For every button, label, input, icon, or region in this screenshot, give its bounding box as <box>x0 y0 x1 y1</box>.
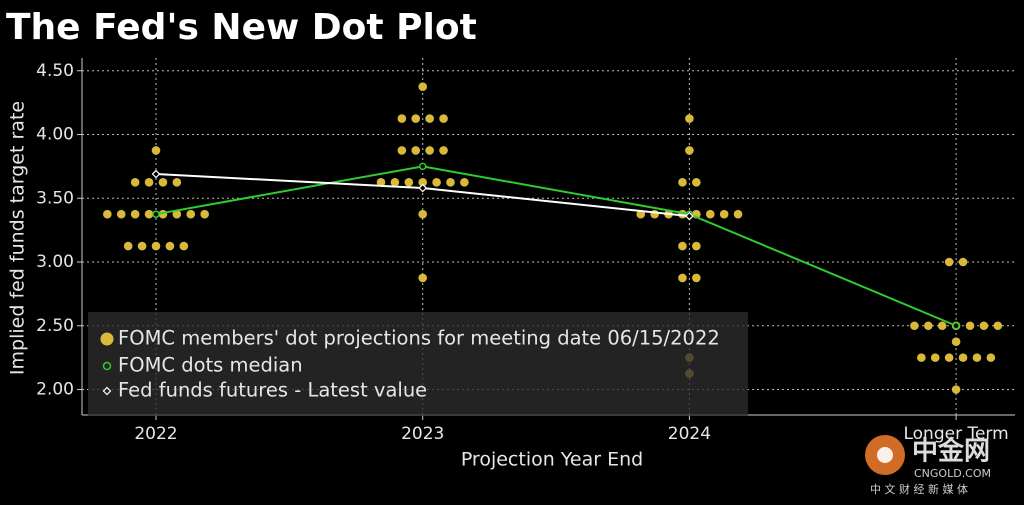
dot <box>917 353 926 362</box>
y-tick-label: 3.50 <box>36 188 74 208</box>
median-marker <box>418 162 427 171</box>
dot <box>411 114 421 123</box>
dot <box>692 178 701 187</box>
dot <box>446 178 455 187</box>
watermark-site: CNGOLD.COM <box>914 467 991 480</box>
dot <box>685 146 694 155</box>
median-marker <box>952 322 960 330</box>
x-tick-label: 2024 <box>668 424 711 444</box>
dot <box>397 114 407 123</box>
dot <box>418 82 428 91</box>
dot <box>418 273 428 283</box>
dot <box>144 209 154 219</box>
dot <box>993 321 1003 331</box>
dot <box>678 241 687 251</box>
dot <box>965 321 975 331</box>
dot <box>986 353 996 362</box>
dot <box>678 178 687 187</box>
dot <box>376 178 386 187</box>
futures-marker <box>685 211 694 221</box>
dot <box>972 353 982 362</box>
dot <box>397 146 407 155</box>
legend-label: Fed funds futures - Latest value <box>118 379 427 402</box>
dot <box>692 273 701 283</box>
dot <box>165 241 175 251</box>
dot <box>930 353 940 362</box>
dot <box>439 146 448 155</box>
y-tick-label: 3.00 <box>36 252 74 272</box>
dot <box>951 385 961 394</box>
dot <box>678 273 687 283</box>
dot <box>439 114 448 123</box>
dot <box>979 321 989 331</box>
y-axis-label: Implied fed funds target rate <box>7 101 29 375</box>
dot <box>460 178 469 187</box>
dot <box>390 178 400 187</box>
x-tick-label: 2022 <box>134 424 177 444</box>
dot <box>130 209 140 219</box>
dot <box>944 257 954 267</box>
dot <box>103 209 112 219</box>
x-tick-label: Longer Term <box>903 424 1008 444</box>
legend-label: FOMC dots median <box>118 354 303 377</box>
y-tick-label: 2.50 <box>36 316 74 336</box>
dot <box>411 146 421 155</box>
dot <box>719 209 729 219</box>
dot <box>172 209 182 219</box>
dot <box>179 241 189 251</box>
y-tick-label: 4.50 <box>36 61 74 81</box>
watermark-name: 中金网 <box>912 436 990 467</box>
series-line <box>155 165 957 327</box>
dot <box>200 209 209 219</box>
dot <box>418 209 428 219</box>
dot <box>130 178 140 187</box>
dot <box>705 209 715 219</box>
legend-label: FOMC members' dot projections for meetin… <box>118 327 720 350</box>
dot <box>733 209 743 219</box>
chart-title: The Fed's New Dot Plot <box>6 7 477 48</box>
dot <box>910 321 919 331</box>
dot <box>425 146 434 155</box>
x-axis-label: Projection Year End <box>461 449 643 471</box>
legend-box <box>88 312 748 416</box>
dot <box>144 178 154 187</box>
legend-futures <box>102 386 112 396</box>
dot <box>123 241 133 251</box>
dot <box>116 209 126 219</box>
dot <box>151 146 161 155</box>
dot <box>937 321 947 331</box>
dot <box>924 321 933 331</box>
futures-marker <box>151 169 161 179</box>
dot <box>404 178 414 187</box>
dot <box>151 241 161 251</box>
dot <box>951 337 961 346</box>
dot <box>958 353 968 362</box>
watermark-logo-inner <box>877 447 893 463</box>
dot <box>186 209 196 219</box>
dot <box>432 178 441 187</box>
legend-dot <box>100 332 114 346</box>
y-tick-label: 4.00 <box>36 125 74 145</box>
median-marker <box>152 210 160 218</box>
dot <box>944 353 954 362</box>
y-tick-label: 2.00 <box>36 380 74 400</box>
dot <box>692 241 701 251</box>
legend-median <box>102 361 112 371</box>
futures-marker <box>418 183 428 193</box>
watermark-tagline: 中 文 财 经 新 媒 体 <box>870 482 968 496</box>
dot <box>685 114 694 123</box>
dot <box>425 114 434 123</box>
dot <box>958 257 968 267</box>
dot <box>172 178 182 187</box>
x-tick-label: 2023 <box>401 424 444 444</box>
dot <box>418 178 428 187</box>
dot <box>137 241 147 251</box>
dot <box>158 178 168 187</box>
